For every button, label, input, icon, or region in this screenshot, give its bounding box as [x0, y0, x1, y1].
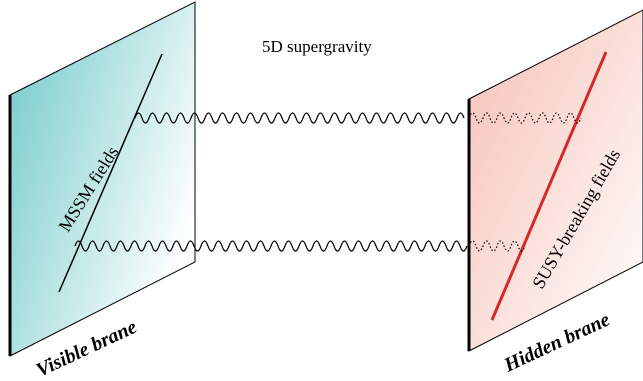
visible-brane-field-line: [58, 53, 163, 293]
propagator-lower-solid: [74, 240, 468, 252]
propagators: [74, 112, 582, 252]
propagator-upper-solid: [134, 112, 465, 124]
propagator-lower-dotted: [468, 240, 526, 252]
hidden-brane: SUSY-breaking fields Hidden brane: [467, 9, 643, 377]
visible-brane: MSSM fields Visible brane: [8, 1, 196, 381]
hidden-brane-field-line: [490, 51, 608, 321]
bulk-title: 5D supergravity: [262, 37, 372, 56]
hidden-brane-panel: [468, 9, 643, 352]
